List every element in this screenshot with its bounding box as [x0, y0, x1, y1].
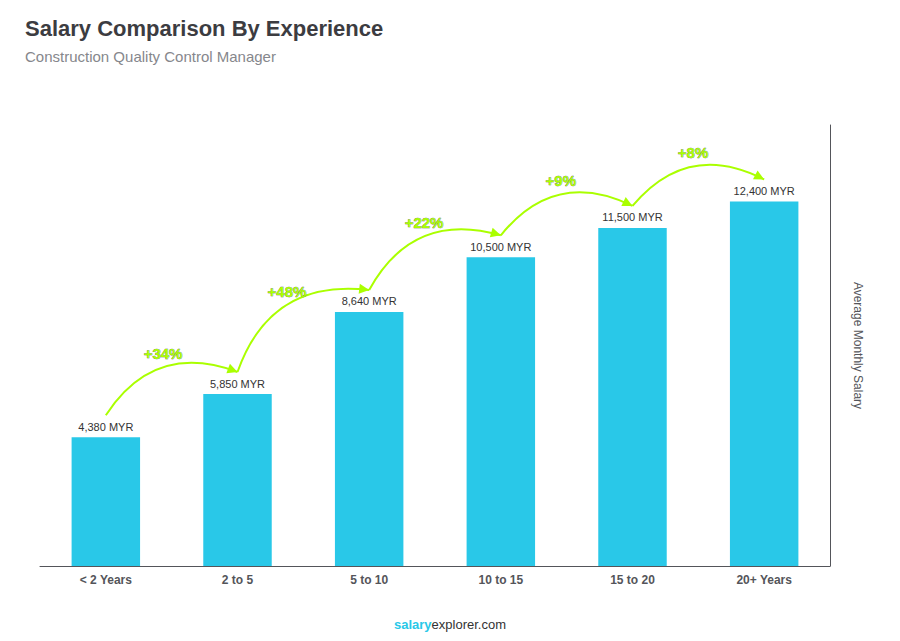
svg-text:Salary Comparison By Experienc: Salary Comparison By Experience: [25, 16, 383, 41]
svg-text:15 to 20: 15 to 20: [610, 573, 655, 587]
svg-text:10,500 MYR: 10,500 MYR: [470, 241, 531, 253]
svg-text:+22%: +22%: [405, 214, 444, 231]
svg-text:< 2 Years: < 2 Years: [80, 573, 132, 587]
svg-text:5 to 10: 5 to 10: [350, 573, 388, 587]
svg-text:10 to 15: 10 to 15: [478, 573, 523, 587]
svg-text:+9%: +9%: [546, 172, 576, 189]
svg-text:+48%: +48%: [268, 283, 307, 300]
svg-text:5,850 MYR: 5,850 MYR: [210, 378, 265, 390]
svg-text:Average Monthly Salary: Average Monthly Salary: [851, 282, 865, 409]
svg-text:2 to 5: 2 to 5: [222, 573, 254, 587]
svg-text:+8%: +8%: [678, 144, 708, 161]
svg-text:4,380 MYR: 4,380 MYR: [78, 421, 133, 433]
svg-text:explorer.com: explorer.com: [432, 617, 506, 632]
svg-text:8,640 MYR: 8,640 MYR: [342, 295, 397, 307]
svg-text:11,500 MYR: 11,500 MYR: [602, 211, 662, 223]
svg-text:Construction Quality Control M: Construction Quality Control Manager: [25, 48, 276, 65]
svg-text:+34%: +34%: [144, 345, 183, 362]
svg-text:12,400 MYR: 12,400 MYR: [734, 185, 795, 197]
svg-text:20+ Years: 20+ Years: [736, 573, 792, 587]
svg-text:salary: salary: [394, 617, 432, 632]
